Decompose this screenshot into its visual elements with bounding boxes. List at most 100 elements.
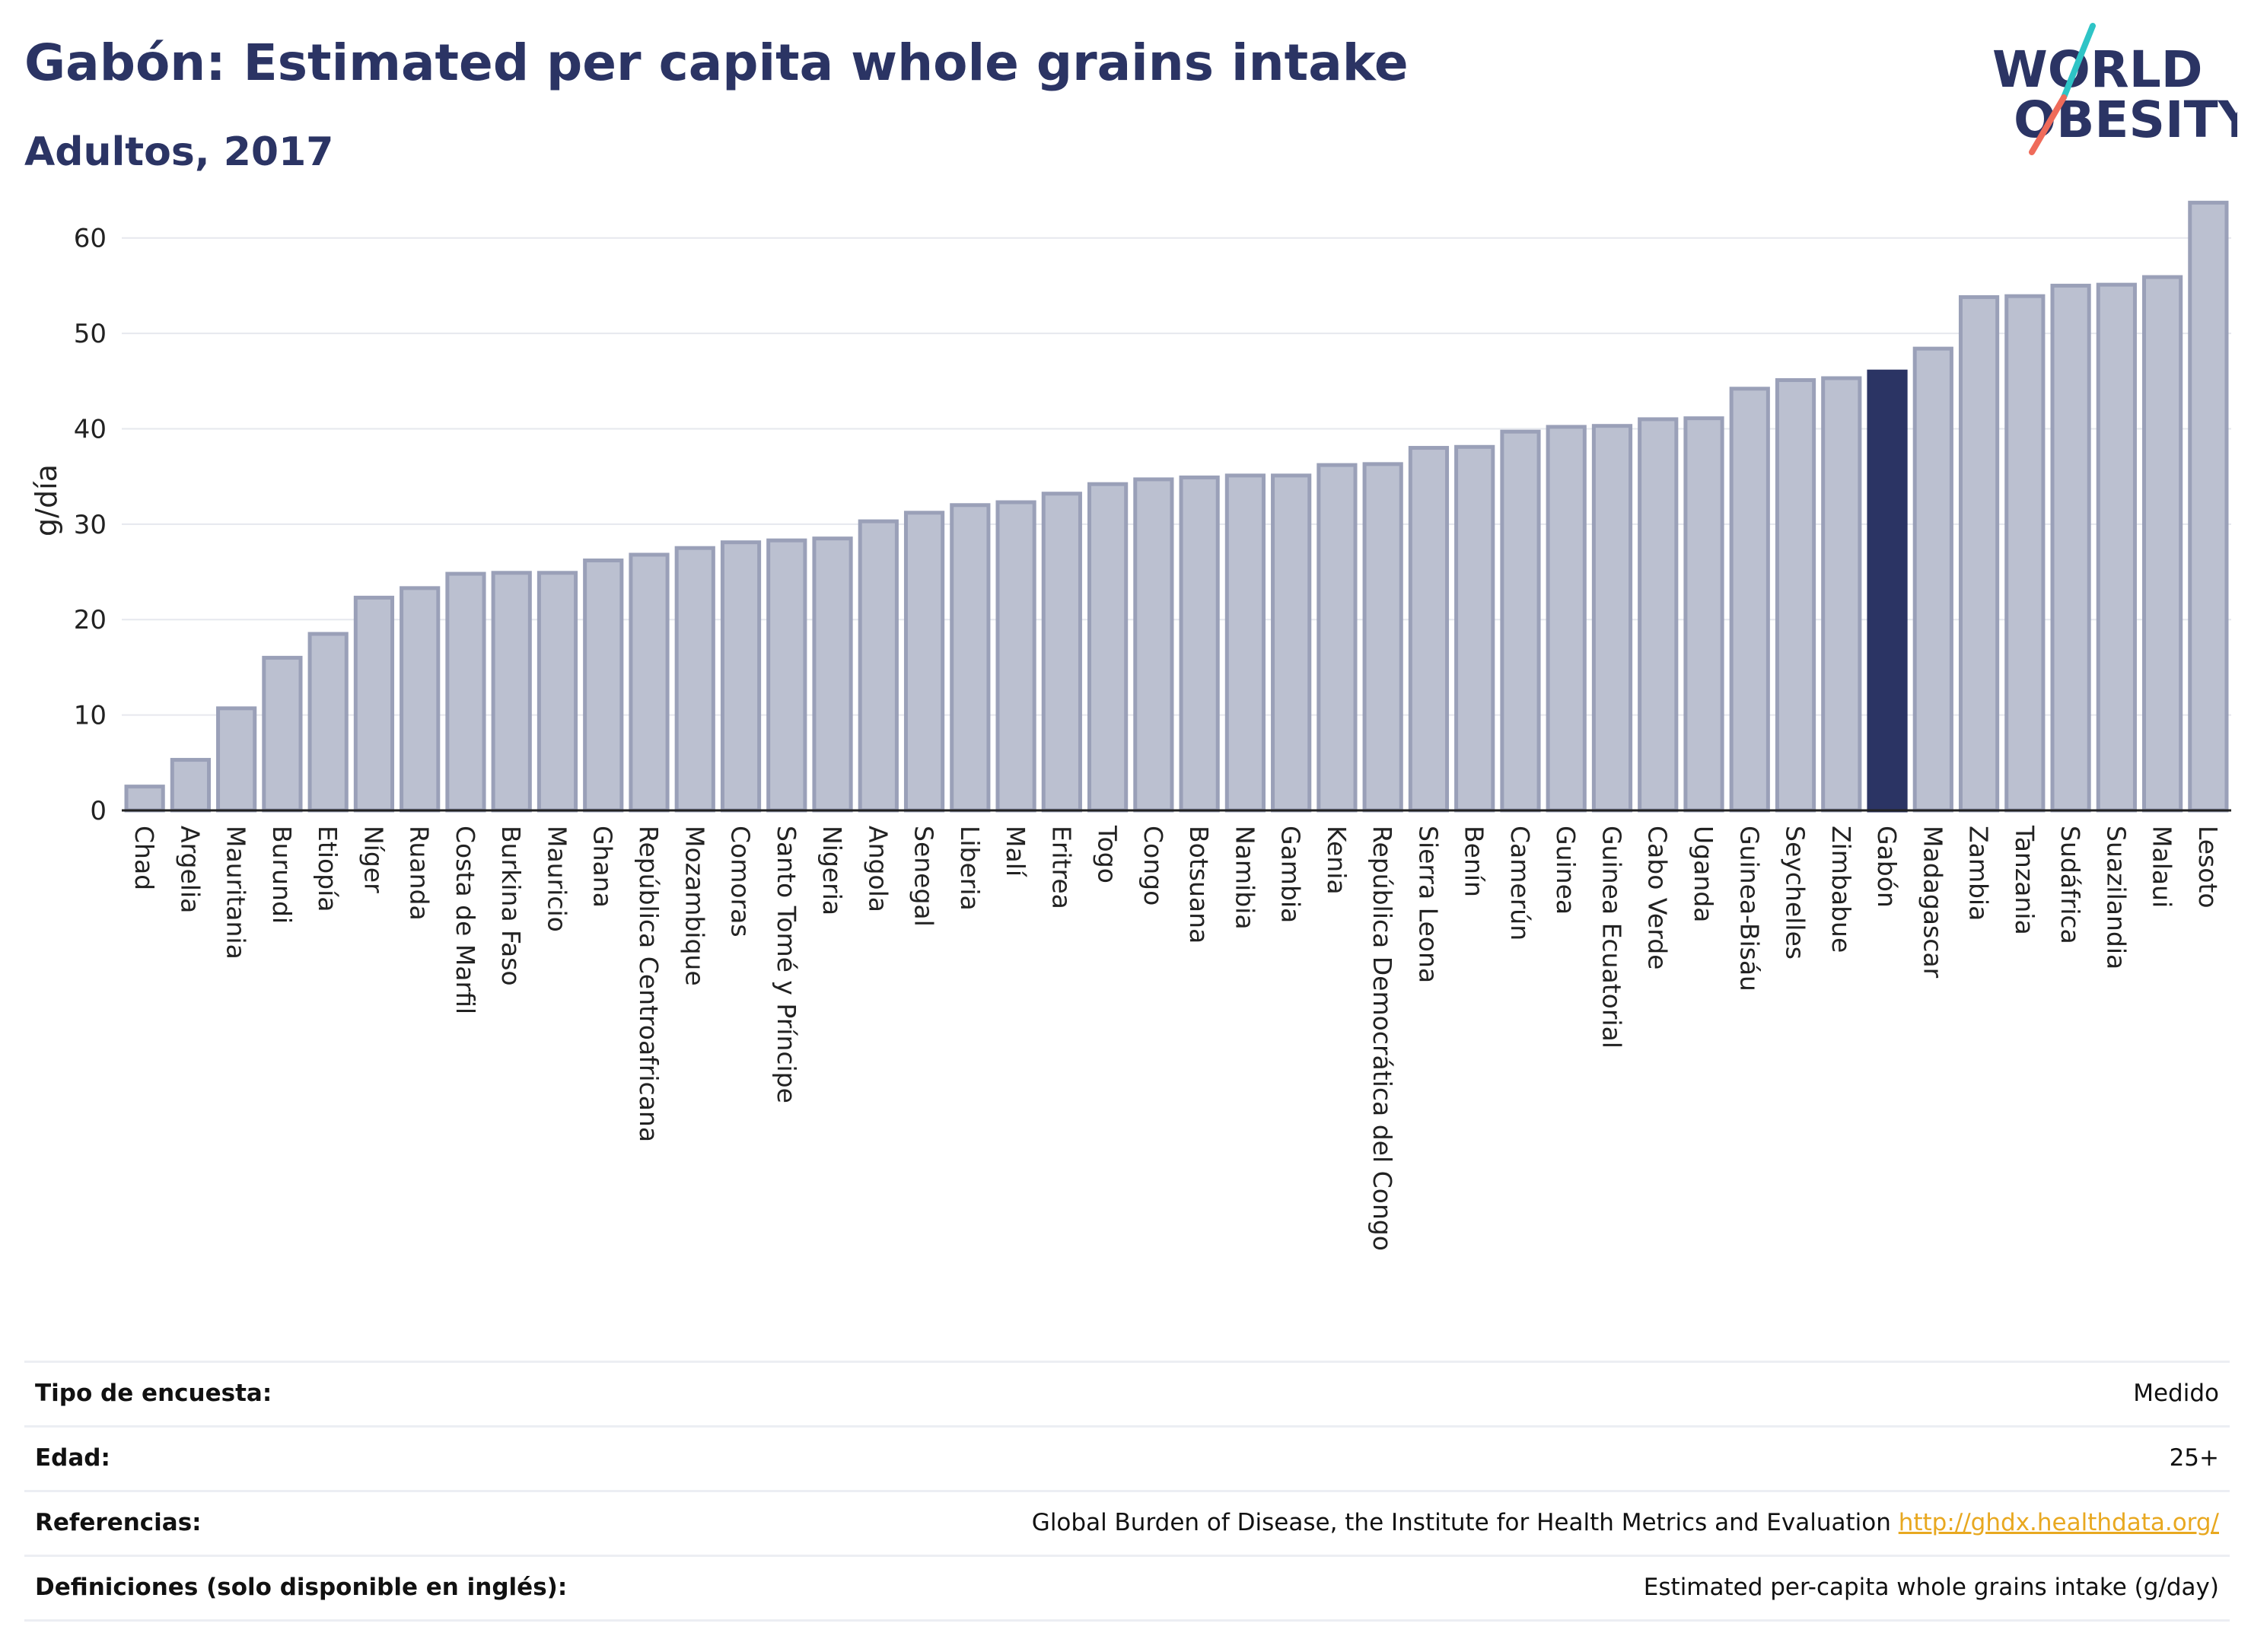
references-label: Referencias: [35,1509,202,1536]
survey-type-value: Medido [2133,1380,2219,1407]
bar [1500,429,1541,813]
x-tick-label: Tanzania [2010,825,2039,935]
x-tick-label: Uganda [1689,826,1718,922]
x-tick-label: Kenia [1322,826,1352,895]
x-tick-label: Guinea Ecuatorial [1597,826,1626,1049]
x-tick-label: Namibia [1230,826,1259,930]
x-tick-label: Senegal [909,826,939,927]
x-tick-label: Zambia [1964,826,1994,921]
x-tick-label: Guinea [1551,826,1581,915]
bar [1912,346,1953,813]
age-label: Edad: [35,1444,110,1472]
bar [1271,473,1312,813]
age-value: 25+ [2169,1444,2219,1472]
info-row-references: Referencias: Global Burden of Disease, t… [24,1490,2230,1555]
y-tick-label: 50 [74,319,107,349]
bar [400,586,441,813]
bar [583,558,624,813]
x-tick-label: Liberia [955,826,985,911]
info-row-age: Edad: 25+ [24,1425,2230,1490]
x-tick-label: Ghana [588,826,618,908]
x-tick-label: Suazilandia [2101,826,2131,969]
bar [858,519,899,813]
x-tick-label: Camerún [1505,826,1535,941]
x-tick-label: Botsuana [1184,826,1214,944]
bar [262,655,303,813]
x-tick-label: Cabo Verde [1643,826,1673,969]
x-tick-label: Burundi [267,826,297,924]
x-tick-label: Chad [129,826,159,890]
y-tick-label: 40 [74,414,107,444]
y-tick-label: 0 [90,796,107,826]
bar [1408,446,1450,813]
x-tick-label: Seychelles [1781,826,1810,960]
info-table: Tipo de encuesta: Medido Edad: 25+ Refer… [24,1361,2230,1622]
bar [307,632,349,813]
info-row-definitions: Definiciones (solo disponible en inglés)… [24,1555,2230,1622]
bar [1958,294,2000,813]
x-tick-label: Togo [1093,825,1122,883]
bar [1133,477,1174,813]
x-tick-label: Nigeria [817,826,847,915]
bar [124,785,165,813]
logo-word-world: WORLD [1992,40,2203,99]
bar [674,546,715,813]
bar [629,552,670,813]
bar [1591,424,1633,813]
bar [1454,444,1495,813]
bar [536,571,578,813]
bar [2050,283,2091,813]
bar [1775,378,1816,813]
y-axis-title: g/día [30,464,63,536]
bars [124,200,2229,813]
bar [1179,475,1220,813]
bar [353,595,395,813]
bar [1683,416,1724,813]
bar-highlighted [1867,369,1908,813]
bar [903,511,945,813]
bar [1041,492,1082,813]
x-tick-label: Mauritania [221,826,251,960]
bar [491,571,532,813]
bar [1546,425,1587,813]
x-tick-label: Madagascar [1918,826,1947,979]
bar [445,571,486,813]
bar [1729,387,1770,813]
x-tick-label: República Democrática del Congo [1367,826,1397,1251]
x-tick-label: Etiopía [313,826,342,912]
x-tick-label: Malí [1001,826,1030,878]
info-row-survey-type: Tipo de encuesta: Medido [24,1361,2230,1425]
x-tick-label: Eritrea [1046,826,1076,909]
x-tick-label: Níger [358,826,388,893]
x-tick-label: Mauricio [542,826,572,932]
bar-chart: 0 10 20 30 40 50 60 g/día Chad Argelia Mauritania B… [30,200,2231,1251]
x-tick-label: Burkina Faso [496,826,526,986]
bar [720,540,762,813]
axes: 0 10 20 30 40 50 60 g/día Chad Argelia Mauritania B… [30,224,2231,1251]
bar [812,536,853,813]
x-tick-label: Lesoto [2193,826,2223,909]
x-tick-label: Gambia [1276,826,1306,923]
x-tick-label: Mozambique [680,826,709,986]
chart-title: Gabón: Estimated per capita whole grains… [24,33,1409,92]
bar [1362,462,1403,813]
x-tick-label: Sudáfrica [2055,826,2085,944]
references-value: Global Burden of Disease, the Institute … [1032,1509,2219,1536]
x-tick-label: Congo [1138,826,1168,906]
bar [950,503,991,813]
bar [2004,294,2046,813]
references-link[interactable]: http://ghdx.healthdata.org/ [1898,1509,2219,1536]
x-tick-label: Santo Tomé y Príncipe [772,826,801,1103]
references-text: Global Burden of Disease, the Institute … [1031,1509,1891,1536]
logo-slash-teal [2061,23,2096,100]
logo-slash-coral [2029,94,2067,155]
definitions-label: Definiciones (solo disponible en inglés)… [35,1574,568,1601]
x-tick-label: Angola [863,826,893,912]
bar [1087,482,1129,813]
x-tick-label: Benín [1460,826,1489,897]
x-tick-label: Gabón [1872,826,1902,908]
x-tick-label: Sierra Leona [1413,826,1443,983]
definitions-value: Estimated per-capita whole grains intake… [1643,1574,2219,1601]
x-tick-label: Argelia [175,826,205,913]
survey-type-label: Tipo de encuesta: [35,1380,272,1407]
